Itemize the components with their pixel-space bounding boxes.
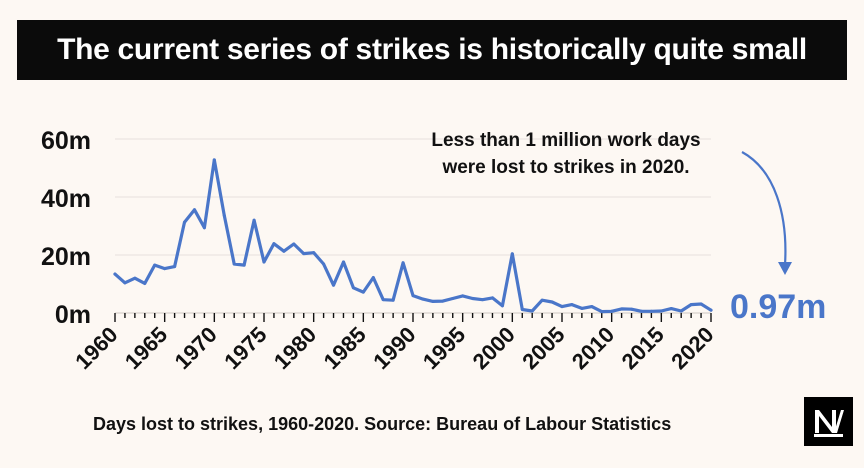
data-point [212, 158, 216, 162]
y-tick-label: 20m [41, 243, 91, 271]
x-tick-label: 2010 [567, 322, 619, 374]
x-tick-label: 2015 [617, 322, 669, 374]
data-point [550, 300, 554, 304]
data-point [570, 303, 574, 307]
data-point [620, 307, 624, 311]
data-point [411, 294, 415, 298]
x-tick-label: 2005 [517, 322, 569, 374]
data-point [322, 262, 326, 266]
data-point [272, 242, 276, 246]
data-point [659, 309, 663, 313]
data-point [173, 265, 177, 269]
x-tick-label: 1980 [269, 322, 321, 374]
data-point [192, 208, 196, 212]
data-point [490, 296, 494, 300]
data-point [530, 309, 534, 313]
new-statesman-logo [804, 397, 853, 446]
data-point [679, 309, 683, 313]
data-point [282, 249, 286, 253]
data-point [610, 309, 614, 313]
data-point [163, 267, 167, 271]
data-point [153, 263, 157, 267]
data-point [431, 299, 435, 303]
x-tick-label: 1995 [418, 322, 470, 374]
x-tick-label: 1970 [170, 322, 222, 374]
x-tick-label: 1965 [120, 322, 172, 374]
annotation-line-1: Less than 1 million work days [431, 130, 701, 151]
series-line [113, 158, 713, 314]
data-point [500, 304, 504, 308]
data-point [639, 309, 643, 313]
source-caption: Days lost to strikes, 1960-2020. Source:… [93, 414, 672, 434]
data-point [143, 281, 147, 285]
data-point [312, 251, 316, 255]
data-point [699, 302, 703, 306]
data-point [371, 276, 375, 280]
x-tick-label: 2020 [666, 322, 718, 374]
annotation-line-2: were lost to strikes in 2020. [442, 157, 690, 178]
data-point [262, 260, 266, 264]
data-point [341, 260, 345, 264]
data-point [709, 308, 713, 312]
chart-title-bar: The current series of strikes is histori… [17, 20, 847, 80]
data-point [441, 299, 445, 303]
x-tick-label: 1990 [368, 322, 420, 374]
annotation-text: Less than 1 million work days were lost … [416, 127, 716, 181]
data-point [401, 261, 405, 265]
data-point [133, 276, 137, 280]
logo-mark-icon [814, 410, 844, 437]
final-value-label: 0.97m [730, 288, 827, 326]
data-point [113, 272, 117, 276]
data-point [451, 297, 455, 300]
data-point [689, 303, 693, 307]
x-tick-label: 1960 [70, 322, 122, 374]
chart-title: The current series of strikes is histori… [57, 33, 807, 66]
y-tick-label: 40m [41, 185, 91, 213]
data-point [600, 310, 604, 314]
data-point [222, 214, 226, 218]
data-point [560, 305, 564, 309]
data-point [669, 307, 673, 311]
y-tick-label: 60m [41, 127, 91, 155]
data-point [540, 298, 544, 302]
x-tick-label: 1975 [219, 322, 271, 374]
data-point [242, 263, 246, 267]
data-point [332, 283, 336, 287]
data-point [481, 298, 485, 302]
data-point [232, 262, 236, 266]
data-point [580, 306, 584, 310]
data-point [461, 294, 465, 298]
data-point [421, 297, 425, 301]
data-point [649, 309, 653, 313]
data-point [302, 252, 306, 256]
data-point [630, 307, 634, 311]
data-point [252, 218, 256, 222]
annotation-arrowhead-icon [778, 262, 792, 275]
data-point [123, 281, 127, 285]
data-point [381, 298, 385, 302]
data-point [361, 290, 365, 294]
data-point [471, 297, 475, 300]
data-point [391, 298, 395, 302]
data-point [292, 242, 296, 246]
annotation-arrow [741, 151, 787, 266]
x-tick-label: 2000 [468, 322, 520, 374]
data-point [520, 308, 524, 312]
data-point [590, 305, 594, 309]
data-point [183, 220, 187, 224]
data-point [202, 226, 206, 230]
data-point [510, 252, 514, 256]
x-tick-label: 1985 [319, 322, 371, 374]
data-point [351, 286, 355, 290]
y-tick-label: 0m [55, 301, 91, 329]
